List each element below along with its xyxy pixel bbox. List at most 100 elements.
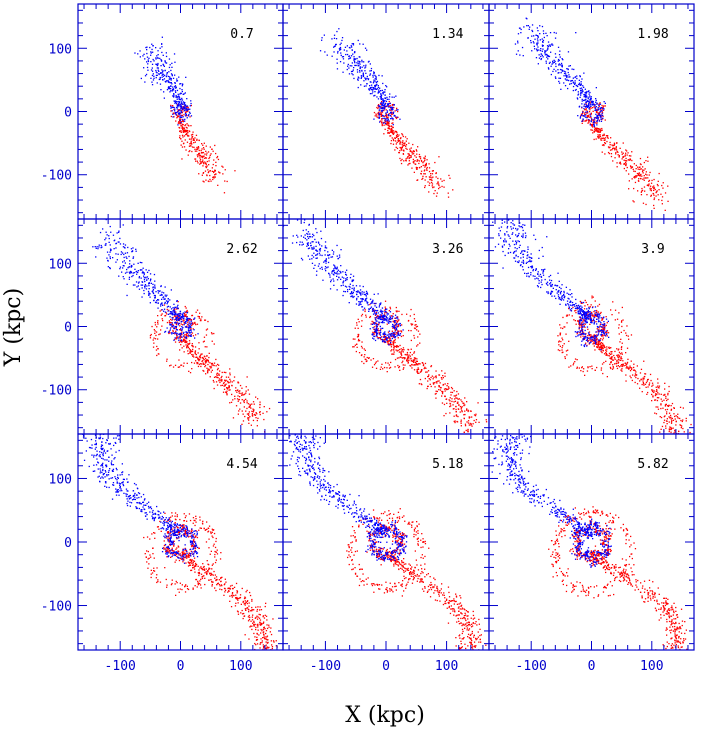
particle-red xyxy=(393,334,395,336)
particle-red xyxy=(392,138,394,140)
particle-red xyxy=(607,151,610,154)
particle-blue xyxy=(327,254,329,257)
particle-blue xyxy=(392,323,394,326)
particle-blue xyxy=(174,311,176,314)
particle-red xyxy=(598,346,600,348)
particle-blue xyxy=(155,63,157,65)
particle-blue xyxy=(375,331,377,333)
particle-red xyxy=(169,321,171,324)
particle-blue xyxy=(380,94,383,97)
particle-red xyxy=(627,152,629,154)
particle-red xyxy=(424,157,426,159)
particle-blue xyxy=(173,94,175,96)
particle-red xyxy=(428,170,431,173)
particle-red xyxy=(601,151,603,153)
particle-blue xyxy=(157,299,160,301)
particle-red xyxy=(449,405,451,408)
particle-blue xyxy=(334,265,336,267)
particle-blue xyxy=(188,323,190,325)
particle-red xyxy=(395,146,397,148)
particle-blue xyxy=(352,284,354,287)
particle-blue xyxy=(387,119,389,121)
particle-blue xyxy=(170,85,172,87)
particle-red xyxy=(164,315,166,317)
particle-red xyxy=(629,159,631,161)
particle-red xyxy=(397,116,399,118)
particle-red xyxy=(218,171,220,173)
particle-blue xyxy=(182,312,184,314)
particle-blue xyxy=(369,70,371,72)
particle-red xyxy=(612,160,614,162)
particle-blue xyxy=(160,293,163,296)
particle-blue xyxy=(380,302,382,304)
particle-red xyxy=(424,173,426,175)
particle-red xyxy=(631,178,633,180)
particle-red xyxy=(199,357,202,359)
particle-blue xyxy=(345,53,347,56)
particle-blue xyxy=(356,69,359,71)
particle-red xyxy=(463,404,465,407)
particle-red xyxy=(451,388,454,390)
particle-red xyxy=(421,383,423,386)
particle-blue xyxy=(173,53,176,55)
particle-red xyxy=(395,349,397,351)
particle-red xyxy=(399,344,401,347)
particle-blue xyxy=(177,105,179,107)
particle-red xyxy=(414,359,416,361)
particle-blue xyxy=(356,293,358,296)
particle-red xyxy=(633,187,635,190)
particle-red xyxy=(464,397,466,399)
particle-blue xyxy=(377,98,380,100)
particle-red xyxy=(455,405,457,408)
particle-blue xyxy=(167,80,170,82)
particle-red xyxy=(414,160,416,162)
particle-red xyxy=(384,115,386,117)
particle-blue xyxy=(589,97,592,99)
particle-blue xyxy=(117,253,119,255)
particle-blue xyxy=(319,50,322,52)
particle-blue xyxy=(384,103,387,105)
particle-blue xyxy=(381,89,383,92)
particle-red xyxy=(246,376,248,378)
particle-blue xyxy=(372,74,374,77)
particle-blue xyxy=(585,98,587,100)
particle-red xyxy=(440,178,442,180)
particle-red xyxy=(439,186,441,188)
particle-blue xyxy=(573,68,575,71)
particle-blue xyxy=(550,51,552,53)
particle-blue xyxy=(353,59,355,61)
particle-blue xyxy=(186,316,188,318)
particle-blue xyxy=(176,319,178,321)
particle-red xyxy=(639,175,641,177)
particle-blue xyxy=(299,244,301,246)
particle-red xyxy=(194,351,196,353)
particle-blue xyxy=(167,301,169,303)
particle-red xyxy=(393,340,395,342)
particle-blue xyxy=(179,106,181,108)
particle-blue xyxy=(339,256,341,258)
particle-blue xyxy=(384,333,386,335)
particle-blue xyxy=(577,94,579,96)
particle-red xyxy=(384,300,387,302)
particle-blue xyxy=(188,324,190,327)
particle-blue xyxy=(183,316,185,318)
particle-blue xyxy=(361,298,364,300)
particle-blue xyxy=(384,104,386,106)
particle-blue xyxy=(129,272,131,275)
particle-blue xyxy=(337,52,339,54)
particle-red xyxy=(365,358,367,361)
particle-blue xyxy=(170,73,173,75)
particle-blue xyxy=(386,308,388,310)
particle-blue xyxy=(152,51,154,53)
particle-red xyxy=(222,382,225,385)
particle-blue xyxy=(176,334,178,336)
particle-blue xyxy=(167,75,169,78)
particle-blue xyxy=(377,317,379,320)
particle-blue xyxy=(150,278,152,280)
particle-red xyxy=(389,344,391,346)
particle-red xyxy=(399,137,402,140)
particle-red xyxy=(197,358,199,360)
particle-red xyxy=(612,148,614,150)
particle-blue xyxy=(369,85,371,87)
particle-blue xyxy=(383,315,385,318)
